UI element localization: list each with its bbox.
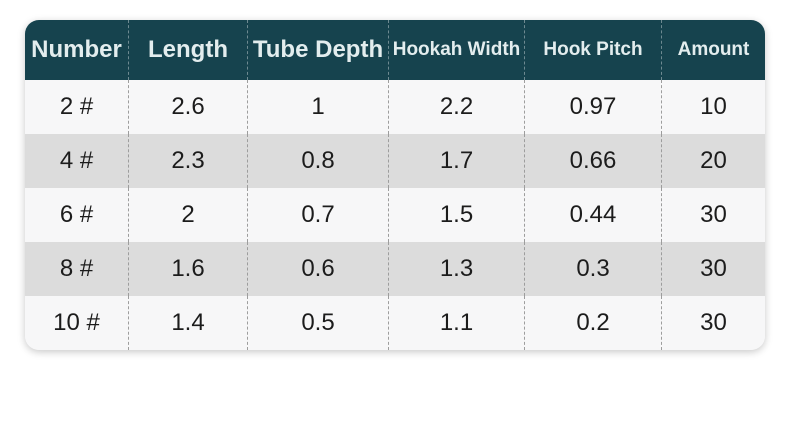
cell-hook-pitch: 0.2 — [524, 296, 661, 350]
cell-hook-pitch: 0.3 — [524, 242, 661, 296]
cell-hookah-width: 2.2 — [388, 80, 524, 134]
cell-amount: 30 — [661, 296, 765, 350]
cell-tube-depth: 0.8 — [247, 134, 388, 188]
table-row: 6 # 2 0.7 1.5 0.44 30 — [25, 188, 765, 242]
spec-table: Number Length Tube Depth Hookah Width Hook P… — [25, 20, 765, 350]
cell-number: 6 # — [59, 201, 94, 228]
table-row: 8 # 1.6 0.6 1.3 0.3 30 — [25, 242, 765, 296]
cell-tube-depth: 0.6 — [247, 242, 388, 296]
cell-amount: 20 — [661, 134, 765, 188]
cell-amount: 30 — [661, 242, 765, 296]
table-body: 2 #2.6 1 2.2 0.97 10 4 #2.3 0.8 1.7 0.66 20 6 #2 0.… — [25, 80, 765, 350]
column-header-hookah-width: Hookah Width — [388, 20, 524, 80]
table-header-row: Number Length Tube Depth Hookah Width Hook P… — [25, 20, 765, 80]
table-row: 10 # 1.4 0.5 1.1 0.2 30 — [25, 296, 765, 350]
cell-length: 2.6 — [128, 80, 247, 134]
cell-hookah-width: 1.3 — [388, 242, 524, 296]
cell-length: 2.3 — [128, 134, 247, 188]
cell-hook-pitch: 0.66 — [524, 134, 661, 188]
cell-amount: 30 — [661, 188, 765, 242]
column-header-hook-pitch: Hook Pitch — [524, 20, 661, 80]
table-row: 2 # 2.6 1 2.2 0.97 10 — [25, 80, 765, 134]
cell-hookah-width: 1.5 — [388, 188, 524, 242]
cell-hookah-width: 1.1 — [388, 296, 524, 350]
cell-length: 1.4 — [128, 296, 247, 350]
cell-length: 1.6 — [128, 242, 247, 296]
cell-amount: 10 — [661, 80, 765, 134]
cell-number: 4 # — [59, 147, 94, 174]
column-header-number: Number — [31, 36, 122, 63]
cell-length: 2 — [128, 188, 247, 242]
column-header-tube-depth: Tube Depth — [247, 20, 388, 80]
cell-tube-depth: 0.5 — [247, 296, 388, 350]
table-row: 4 # 2.3 0.8 1.7 0.66 20 — [25, 134, 765, 188]
cell-tube-depth: 1 — [247, 80, 388, 134]
cell-hook-pitch: 0.44 — [524, 188, 661, 242]
cell-number: 8 # — [59, 255, 94, 282]
cell-number: 10 # — [53, 309, 100, 336]
cell-hook-pitch: 0.97 — [524, 80, 661, 134]
cell-hookah-width: 1.7 — [388, 134, 524, 188]
cell-number: 2 # — [59, 93, 94, 120]
cell-tube-depth: 0.7 — [247, 188, 388, 242]
column-header-amount: Amount — [661, 20, 765, 80]
column-header-length: Length — [128, 20, 247, 80]
